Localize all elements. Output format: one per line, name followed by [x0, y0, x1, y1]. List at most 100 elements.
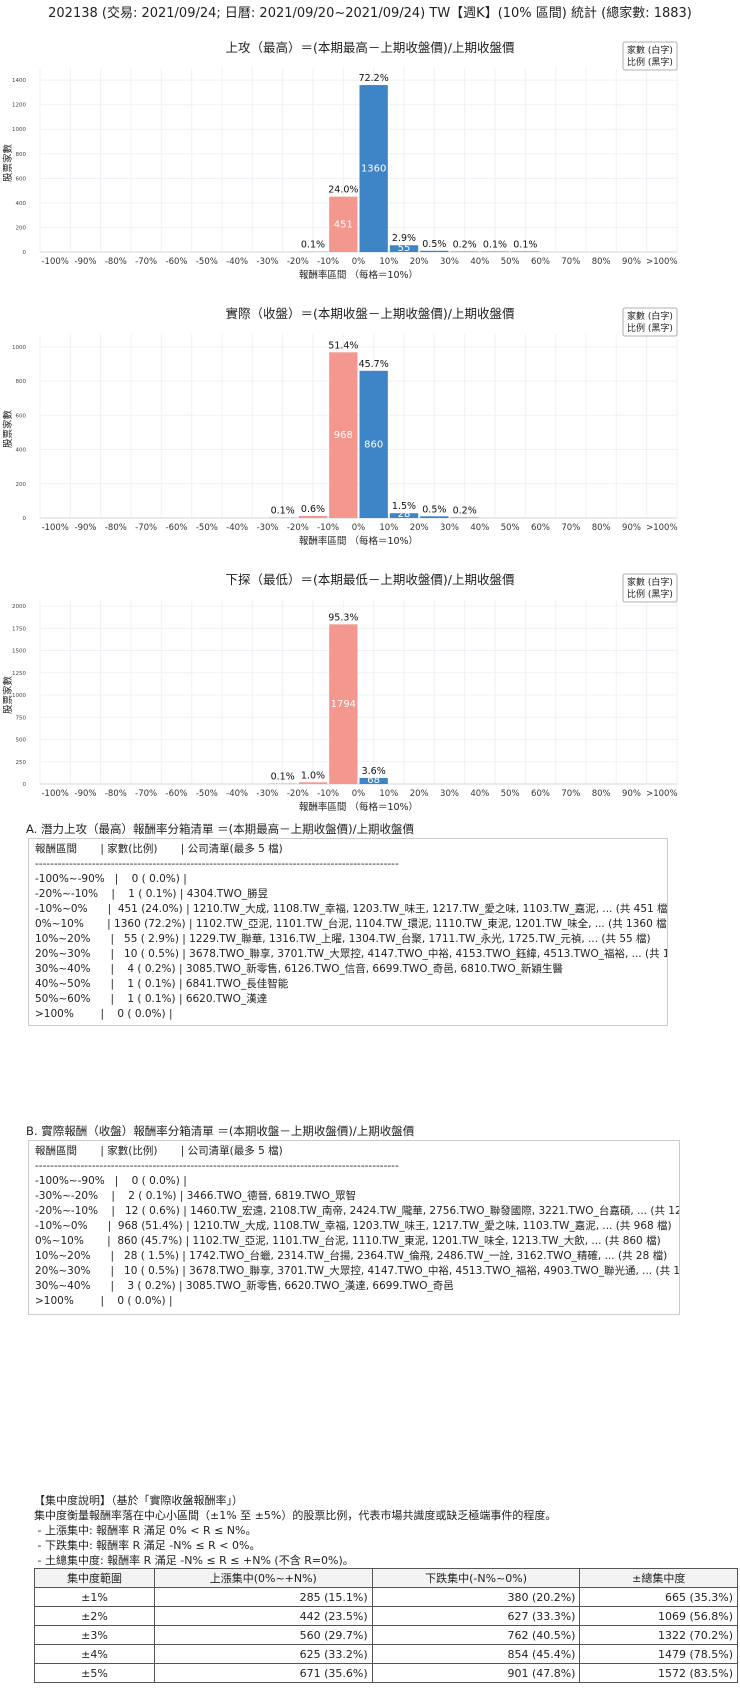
- x-tick-label: -60%: [166, 523, 188, 533]
- y-tick-label: 1250: [12, 671, 26, 677]
- table-cell: 1069 (56.8%): [579, 1606, 738, 1626]
- x-tick-label: -10%: [317, 257, 339, 267]
- y-tick-label: 0: [23, 516, 27, 522]
- table-row: ±2% 442 (23.5%) 627 (33.3%) 1069 (56.8%): [34, 1606, 738, 1626]
- x-tick-label: -60%: [166, 789, 188, 799]
- list-line: ----------------------------------------…: [35, 1160, 399, 1172]
- x-tick-label: 80%: [592, 789, 611, 799]
- page-title: 202138 (交易: 2021/09/24; 日曆: 2021/09/20~2…: [48, 6, 692, 21]
- x-tick-label: -80%: [105, 523, 127, 533]
- x-tick-label: -10%: [317, 789, 339, 799]
- x-tick-label: -40%: [226, 523, 248, 533]
- list-line: 10%~20% | 28 ( 1.5%) | 1742.TWO_台蠟, 2314…: [35, 1250, 668, 1262]
- bar: [329, 624, 358, 784]
- bar-value-label: 1360: [361, 164, 386, 175]
- legend-box: [622, 41, 678, 71]
- bar-value-label: 1794: [331, 699, 356, 710]
- table-cell: 665 (35.3%): [579, 1587, 738, 1607]
- x-tick-label: -90%: [75, 257, 97, 267]
- y-tick-label: 1000: [12, 345, 26, 351]
- x-tick-label: 90%: [622, 789, 641, 799]
- list-a-title: A. 潛力上攻（最高）報酬率分箱清單 ＝(本期最高－上期收盤價)/上期收盤價: [26, 822, 414, 836]
- x-tick-label: 0%: [352, 523, 366, 533]
- list-line: >100% | 0 ( 0.0%) |: [35, 1295, 173, 1307]
- x-axis-label: 報酬率區間 （每格＝10%）: [299, 801, 418, 813]
- table-header-cell: 集中度範圍: [34, 1568, 155, 1588]
- chart-title: 上攻（最高）＝(本期最高－上期收盤價)/上期收盤價: [226, 40, 515, 55]
- list-line: -10%~0% | 968 (51.4%) | 1210.TW_大成, 1108…: [35, 1220, 672, 1232]
- bar: [329, 352, 358, 518]
- x-tick-label: 50%: [501, 789, 520, 799]
- y-tick-label: 800: [16, 379, 27, 385]
- x-tick-label: 60%: [531, 257, 550, 267]
- legend-box: [622, 307, 678, 337]
- x-tick-label: 10%: [379, 257, 398, 267]
- bar-value-label: 28: [398, 509, 411, 520]
- x-tick-label: -30%: [257, 523, 279, 533]
- chart-legend: 家數 (白字)比例 (黑字): [622, 307, 678, 337]
- bar: [268, 783, 297, 784]
- x-tick-label: >100%: [646, 257, 677, 267]
- bar-pct-label: 45.7%: [359, 359, 389, 370]
- chart-upside: 上攻（最高）＝(本期最高－上期收盤價)/上期收盤價 0 200 400 600 800 10…: [2, 40, 678, 281]
- y-tick-label: 1000: [12, 127, 26, 133]
- list-line: -20%~-10% | 1 ( 0.1%) | 4304.TWO_勝昱: [35, 888, 269, 900]
- x-tick-label: 10%: [379, 523, 398, 533]
- x-tick-label: -20%: [287, 257, 309, 267]
- bar: [268, 517, 297, 518]
- list-b-lines: 報酬區間 | 家數(比例) | 公司清單(最多 5 檔) ------------…: [29, 1141, 679, 1312]
- x-tick-label: -40%: [226, 257, 248, 267]
- concentration-note-line: 【集中度說明】（基於「實際收盤報酬率」）: [34, 1494, 243, 1507]
- bar-value-label: 968: [334, 430, 353, 441]
- x-tick-label: 30%: [440, 789, 459, 799]
- concentration-note-line: - 下跌集中: 報酬率 R 滿足 -N% ≤ R < 0%。: [34, 1539, 261, 1552]
- y-tick-label: 400: [16, 448, 27, 454]
- bar: [329, 196, 358, 252]
- y-tick-label: 2000: [12, 604, 26, 610]
- bar: [298, 782, 328, 784]
- x-tick-label: 80%: [592, 523, 611, 533]
- y-axis-label: 股票家數: [2, 676, 14, 715]
- x-tick-label: -50%: [196, 257, 218, 267]
- bar-pct-label: 0.2%: [453, 240, 477, 251]
- x-tick-label: 20%: [410, 789, 429, 799]
- x-tick-label: 0%: [352, 789, 366, 799]
- x-tick-label: 60%: [531, 523, 550, 533]
- bar: [450, 517, 479, 518]
- list-b-box: 報酬區間 | 家數(比例) | 公司清單(最多 5 檔) ------------…: [28, 1140, 680, 1315]
- list-line: 30%~40% | 4 ( 0.2%) | 3085.TWO_新零售, 6126…: [35, 963, 563, 975]
- x-tick-label: -10%: [317, 523, 339, 533]
- x-tick-label: 90%: [622, 257, 641, 267]
- list-b-title: B. 實際報酬（收盤）報酬率分箱清單 ＝(本期收盤－上期收盤價)/上期收盤價: [26, 1124, 415, 1138]
- y-tick-label: 1750: [12, 626, 26, 632]
- chart-legend: 家數 (白字)比例 (黑字): [622, 573, 678, 603]
- bar-pct-label: 0.6%: [301, 504, 325, 515]
- bar-value-label: 860: [364, 439, 383, 450]
- chart-downside: 下探（最低）＝(本期最低－上期收盤價)/上期收盤價 0 250 500 750 1000 1…: [2, 572, 678, 813]
- list-line: 10%~20% | 55 ( 2.9%) | 1229.TW_聯華, 1316.…: [35, 933, 651, 945]
- x-tick-label: 40%: [470, 789, 489, 799]
- bar-pct-label: 1.0%: [301, 770, 325, 781]
- y-tick-label: 600: [16, 176, 27, 182]
- x-tick-label: 20%: [410, 257, 429, 267]
- bar: [359, 777, 388, 784]
- x-tick-label: -30%: [257, 257, 279, 267]
- x-tick-label: -90%: [75, 523, 97, 533]
- x-tick-label: -90%: [75, 789, 97, 799]
- list-line: 40%~50% | 1 ( 0.1%) | 6841.TWO_長佳智能: [35, 978, 289, 990]
- x-tick-label: -60%: [166, 257, 188, 267]
- y-tick-label: 750: [16, 715, 27, 721]
- y-axis-label: 股票家數: [2, 144, 14, 183]
- table-cell: 1572 (83.5%): [579, 1663, 738, 1683]
- x-tick-label: -20%: [287, 789, 309, 799]
- table-cell: 901 (47.8%): [371, 1663, 581, 1683]
- table-row: ±3% 560 (29.7%) 762 (40.5%) 1322 (70.2%): [34, 1625, 738, 1645]
- bar: [359, 370, 388, 518]
- bar: [420, 250, 449, 252]
- legend-entry: 家數 (白字): [627, 576, 673, 588]
- bar-pct-label: 0.1%: [483, 240, 507, 251]
- concentration-note-line: - 上漲集中: 報酬率 R 滿足 0% < R ≤ N%。: [34, 1524, 257, 1537]
- bar-pct-label: 0.1%: [271, 772, 295, 783]
- x-tick-label: >100%: [646, 523, 677, 533]
- bar: [450, 251, 479, 252]
